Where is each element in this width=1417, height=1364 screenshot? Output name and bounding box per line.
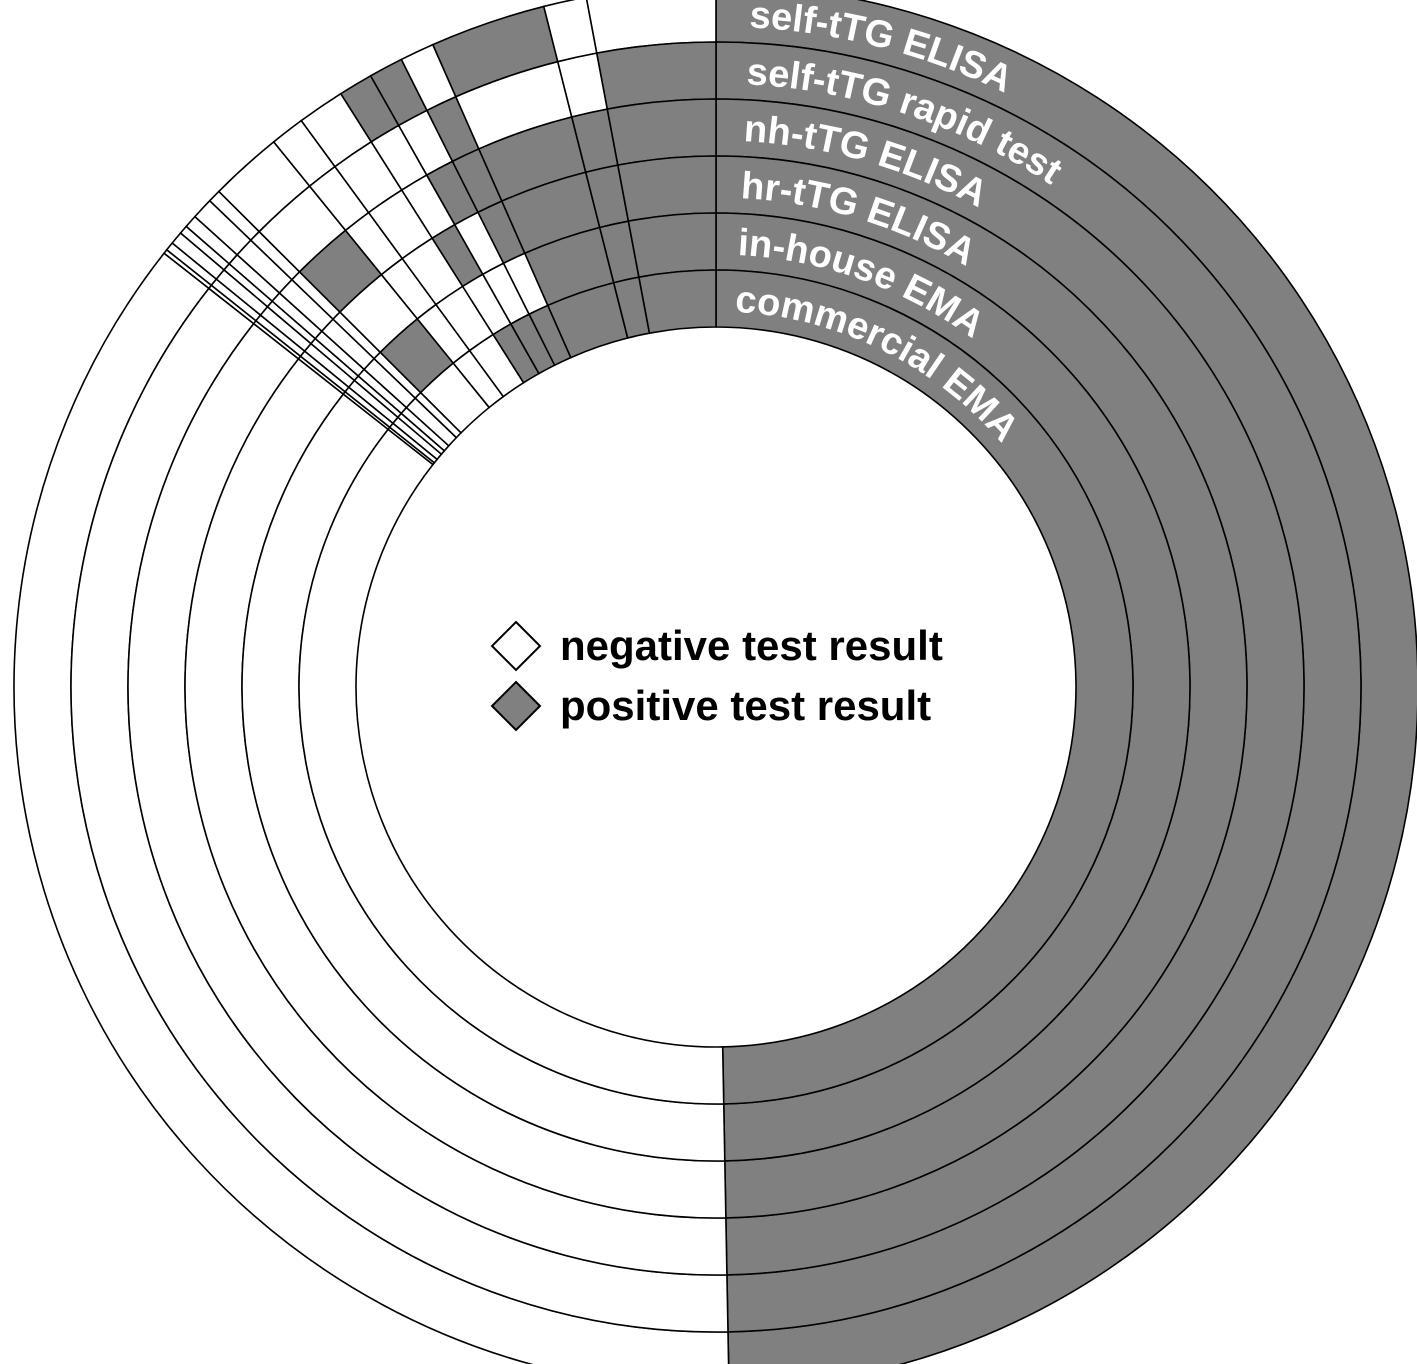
ring-segment-nh-ttg-elisa-17 [606,98,717,167]
ring-segment-in-house-ema-17 [627,212,717,279]
legend-item-negative: negative test result [490,620,943,672]
legend-negative-diamond-icon [490,620,542,672]
legend-positive-diamond-icon [490,680,542,732]
legend-positive-label: positive test result [560,682,931,729]
legend: negative test result positive test resul… [490,620,943,732]
ring-segments [13,0,1417,1364]
ring-segment-commercial-ema-17 [637,269,717,335]
ring-segment-commercial-ema-0 [715,269,1134,1105]
legend-negative-label: negative test result [560,622,943,669]
legend-item-positive: positive test result [490,680,931,732]
ring-segment-hr-ttg-elisa-17 [616,155,717,223]
ring-segment-commercial-ema-1 [298,428,725,1105]
